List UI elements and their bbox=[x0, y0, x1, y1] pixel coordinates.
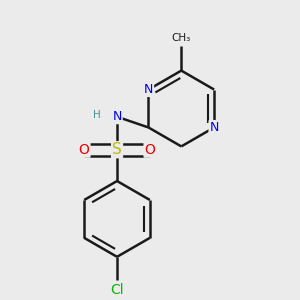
Text: O: O bbox=[79, 143, 89, 157]
Text: S: S bbox=[112, 142, 122, 157]
Text: O: O bbox=[145, 143, 155, 157]
Text: CH₃: CH₃ bbox=[172, 33, 191, 43]
Text: N: N bbox=[112, 110, 122, 123]
Text: N: N bbox=[144, 83, 153, 96]
Text: N: N bbox=[209, 121, 219, 134]
Text: Cl: Cl bbox=[110, 283, 124, 297]
Text: H: H bbox=[93, 110, 101, 120]
